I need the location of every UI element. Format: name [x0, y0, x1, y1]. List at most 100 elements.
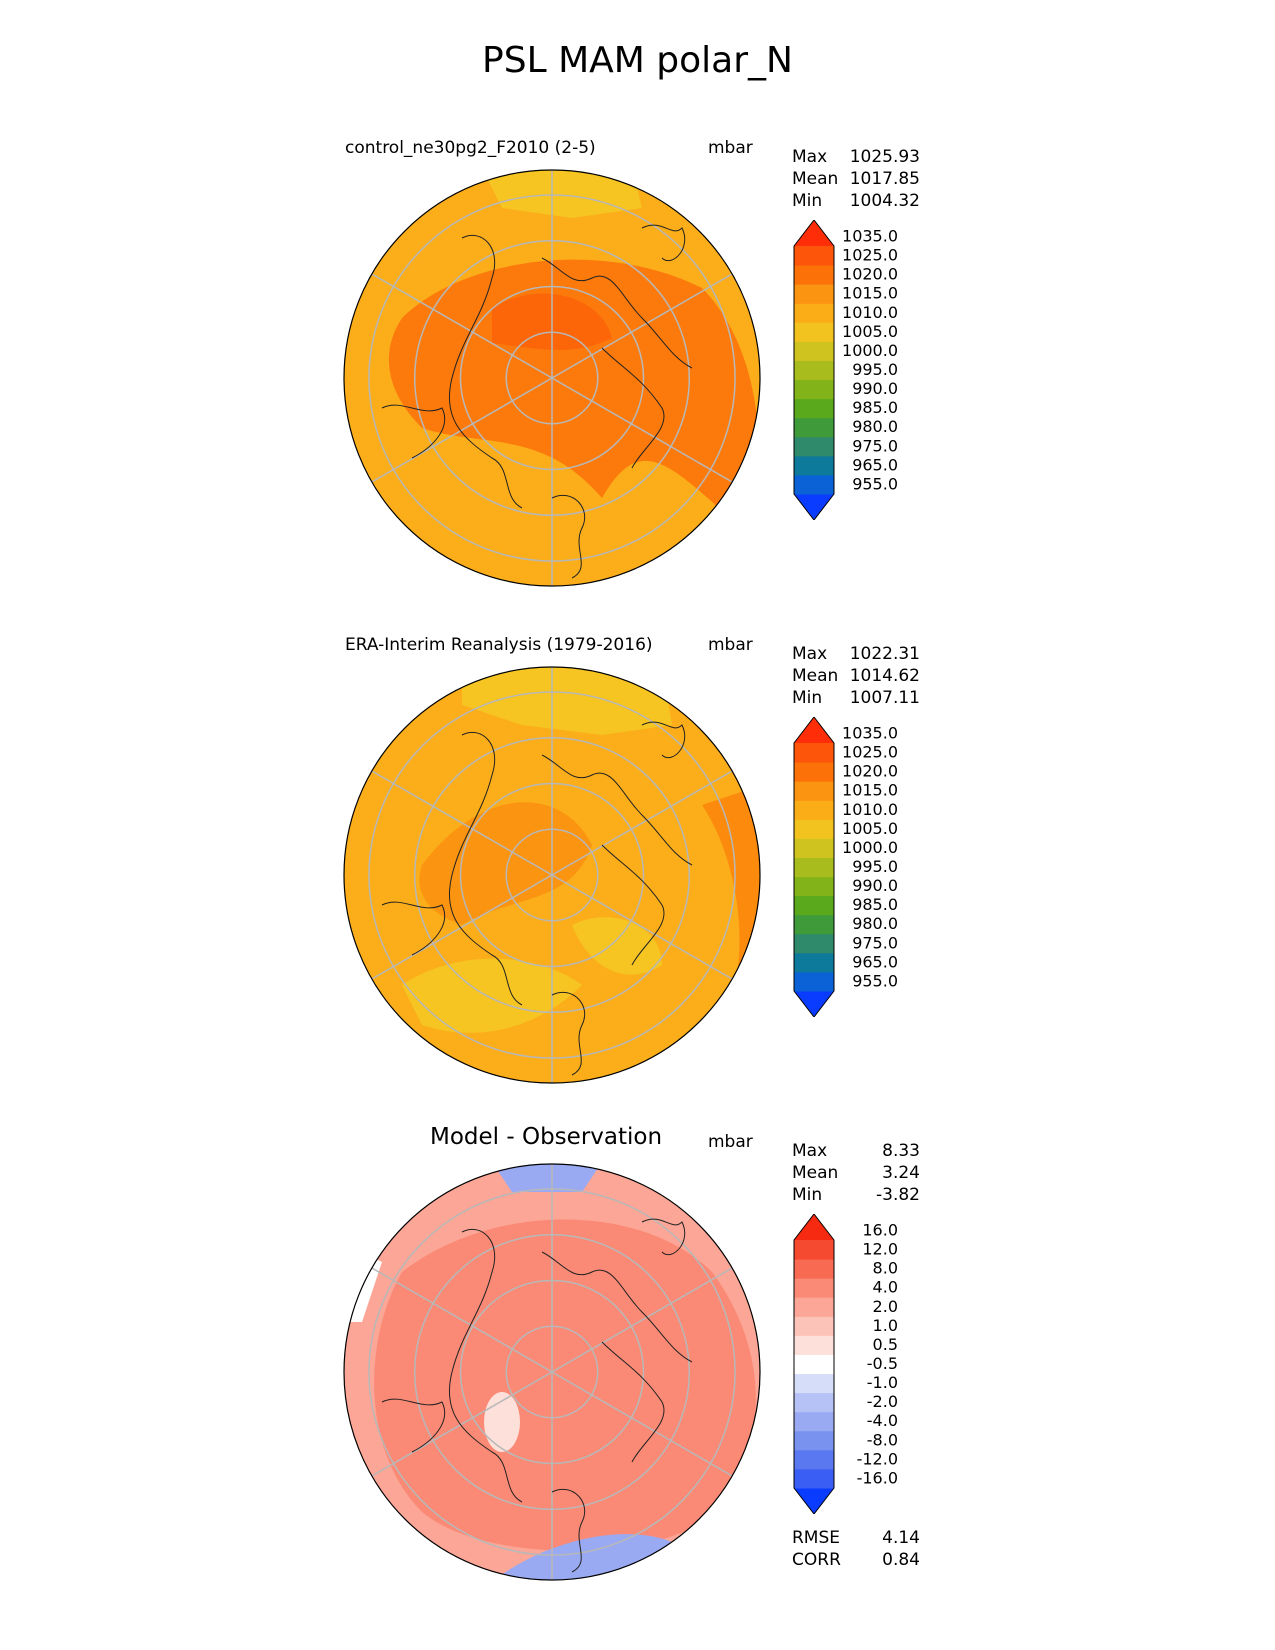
stats-box: Max 8.33 Mean 3.24 Min -3.82 [792, 1140, 920, 1206]
colorbar-extend-bottom [794, 1488, 834, 1514]
coastline [641, 721, 686, 759]
low-region-bottom [402, 958, 582, 1033]
colorbar-segment [794, 322, 834, 342]
rmse-corr-box: RMSE 4.14 CORR 0.84 [792, 1527, 920, 1571]
stat-min: 1007.11 [849, 688, 920, 708]
meridian-line [371, 377, 553, 483]
colorbar-extend-top [794, 717, 834, 743]
colorbar-tick-label: 1020.0 [842, 265, 898, 284]
meridian-line [371, 770, 553, 876]
stat-label-mean: Mean [792, 169, 839, 189]
colorbar-tick-label: 1000.0 [842, 838, 898, 857]
colorbar-tick-label: 1.0 [873, 1316, 898, 1335]
colorbar-tick-label: 1025.0 [842, 743, 898, 762]
neutral-region-center [484, 1392, 520, 1452]
low-region-top [462, 667, 672, 735]
colorbar-outline [793, 717, 835, 1017]
colorbar-tick-label: 965.0 [852, 455, 898, 474]
colorbar-segment [794, 455, 834, 476]
colorbar-segment [794, 800, 834, 820]
colorbar-segment [794, 1373, 834, 1394]
coastline [601, 1341, 665, 1463]
colorbar-segment [794, 857, 834, 878]
colorbar-segment [794, 1316, 834, 1336]
colorbar-tick-label: 12.0 [862, 1240, 898, 1259]
coastline [601, 347, 665, 469]
colorbar-tick-label: 1010.0 [842, 800, 898, 819]
colorbar-extend-bottom [794, 494, 834, 520]
stat-label-max: Max [792, 644, 828, 664]
colorbar-segment [794, 474, 834, 495]
panel-difference: Model - Observation mbar Max 8.33 Mean 3.2… [0, 1124, 1275, 1602]
meridian-line [371, 874, 553, 980]
meridian-line [551, 770, 733, 876]
colorbar-segment [794, 360, 834, 381]
polar-map [343, 169, 761, 587]
panel-units: mbar [708, 138, 753, 158]
coastline [381, 404, 446, 459]
colorbar-tick-label: 2.0 [873, 1297, 898, 1316]
stat-label-min: Min [792, 688, 823, 708]
stats-box: Max 1025.93 Mean 1017.85 Min 1004.32 [792, 146, 920, 212]
colorbar-tick-label: -16.0 [857, 1468, 898, 1487]
colorbar-segment [794, 971, 834, 992]
colorbar-segment [794, 914, 834, 935]
meridian-line [551, 1267, 733, 1373]
colorbar-extend-top [794, 220, 834, 246]
colorbar-segment [794, 1392, 834, 1413]
corr-label: CORR [792, 1550, 841, 1570]
colorbar: 955.0965.0975.0980.0985.0990.0995.01000.… [793, 220, 898, 520]
colorbar-segment [794, 303, 834, 323]
stat-max: 8.33 [882, 1141, 920, 1161]
colorbar-tick-label: 1010.0 [842, 303, 898, 322]
colorbar-tick-label: 1035.0 [842, 723, 898, 742]
colorbar-tick-label: -12.0 [857, 1449, 898, 1468]
colorbar-tick-label: 985.0 [852, 895, 898, 914]
colorbar-tick-label: 1005.0 [842, 819, 898, 838]
colorbar-tick-label: 975.0 [852, 436, 898, 455]
negative-anomaly-top [492, 1164, 602, 1192]
polar-map [343, 1163, 761, 1581]
colorbar-tick-label: 955.0 [852, 971, 898, 990]
colorbar-tick-label: -0.5 [867, 1354, 898, 1373]
stat-label-mean: Mean [792, 1163, 839, 1183]
field-layer [344, 667, 760, 1083]
positive-anomaly-region [374, 1219, 756, 1551]
colorbar-segment [794, 1335, 834, 1355]
colorbar-tick-label: -8.0 [867, 1430, 898, 1449]
colorbar-segment [794, 933, 834, 954]
panel-title: ERA-Interim Reanalysis (1979-2016) [345, 635, 653, 655]
panel-title: control_ne30pg2_F2010 (2-5) [345, 138, 596, 158]
figure-title: PSL MAM polar_N [482, 40, 793, 81]
stat-min: -3.82 [876, 1185, 920, 1205]
meridian-line [551, 1371, 733, 1477]
colorbar: -16.0-12.0-8.0-4.0-2.0-1.0-0.50.51.02.04… [793, 1214, 898, 1514]
colorbar-segment [794, 398, 834, 419]
colorbar-tick-label: 995.0 [852, 360, 898, 379]
panel-units: mbar [708, 1132, 753, 1152]
coastline [448, 234, 523, 509]
colorbar-extend-top [794, 1214, 834, 1240]
coastline [448, 731, 523, 1006]
colorbar-tick-label: 955.0 [852, 474, 898, 493]
stat-max: 1022.31 [849, 644, 920, 664]
coastline [551, 1488, 586, 1573]
stat-label-min: Min [792, 191, 823, 211]
colorbar-tick-label: 985.0 [852, 398, 898, 417]
coastline [381, 901, 446, 956]
colorbar-tick-label: 980.0 [852, 914, 898, 933]
colorbar-tick-label: 995.0 [852, 857, 898, 876]
colorbar-tick-label: -4.0 [867, 1411, 898, 1430]
colorbar-extend-bottom [794, 991, 834, 1017]
colorbar-tick-label: 1005.0 [842, 322, 898, 341]
map-boundary [343, 169, 761, 587]
colorbar-segment [794, 379, 834, 400]
coastline [541, 754, 693, 866]
coastline [541, 257, 693, 369]
colorbar-tick-label: 4.0 [873, 1278, 898, 1297]
coastline [448, 1228, 523, 1503]
colorbar-tick-label: 16.0 [862, 1220, 898, 1239]
colorbar-tick-label: -1.0 [867, 1373, 898, 1392]
rmse-value: 4.14 [882, 1528, 920, 1548]
colorbar-segment [794, 284, 834, 304]
